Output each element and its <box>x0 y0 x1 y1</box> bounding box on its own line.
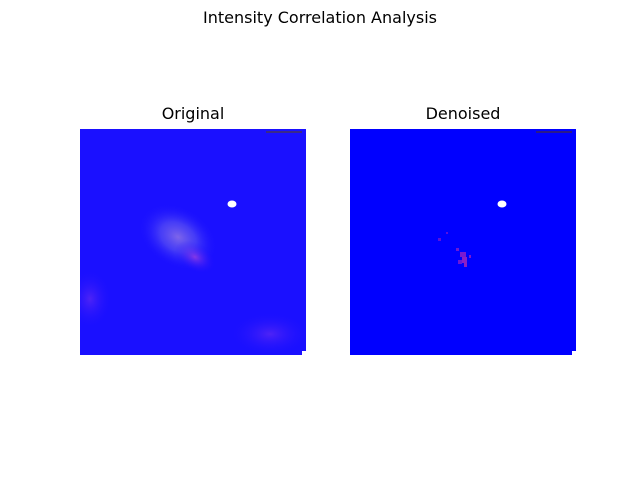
panel-original-image <box>80 129 306 355</box>
panel-title-denoised: Denoised <box>425 104 501 123</box>
denoised-background <box>350 129 576 355</box>
original-white-spot <box>227 200 237 208</box>
panel-denoised-image <box>350 129 576 355</box>
original-magenta-region <box>174 240 216 274</box>
original-corner-mark <box>302 351 306 355</box>
figure-suptitle: Intensity Correlation Analysis <box>203 8 437 27</box>
denoised-speckles <box>438 232 471 267</box>
denoised-scale-bar <box>536 131 572 133</box>
original-heatmap <box>80 129 306 355</box>
original-scale-bar <box>266 131 302 133</box>
original-corner-glow <box>230 312 306 355</box>
denoised-heatmap <box>350 129 576 355</box>
original-left-glow <box>80 269 112 329</box>
denoised-corner-mark <box>572 351 576 355</box>
denoised-white-spot <box>497 200 507 208</box>
panel-title-original: Original <box>161 104 225 123</box>
